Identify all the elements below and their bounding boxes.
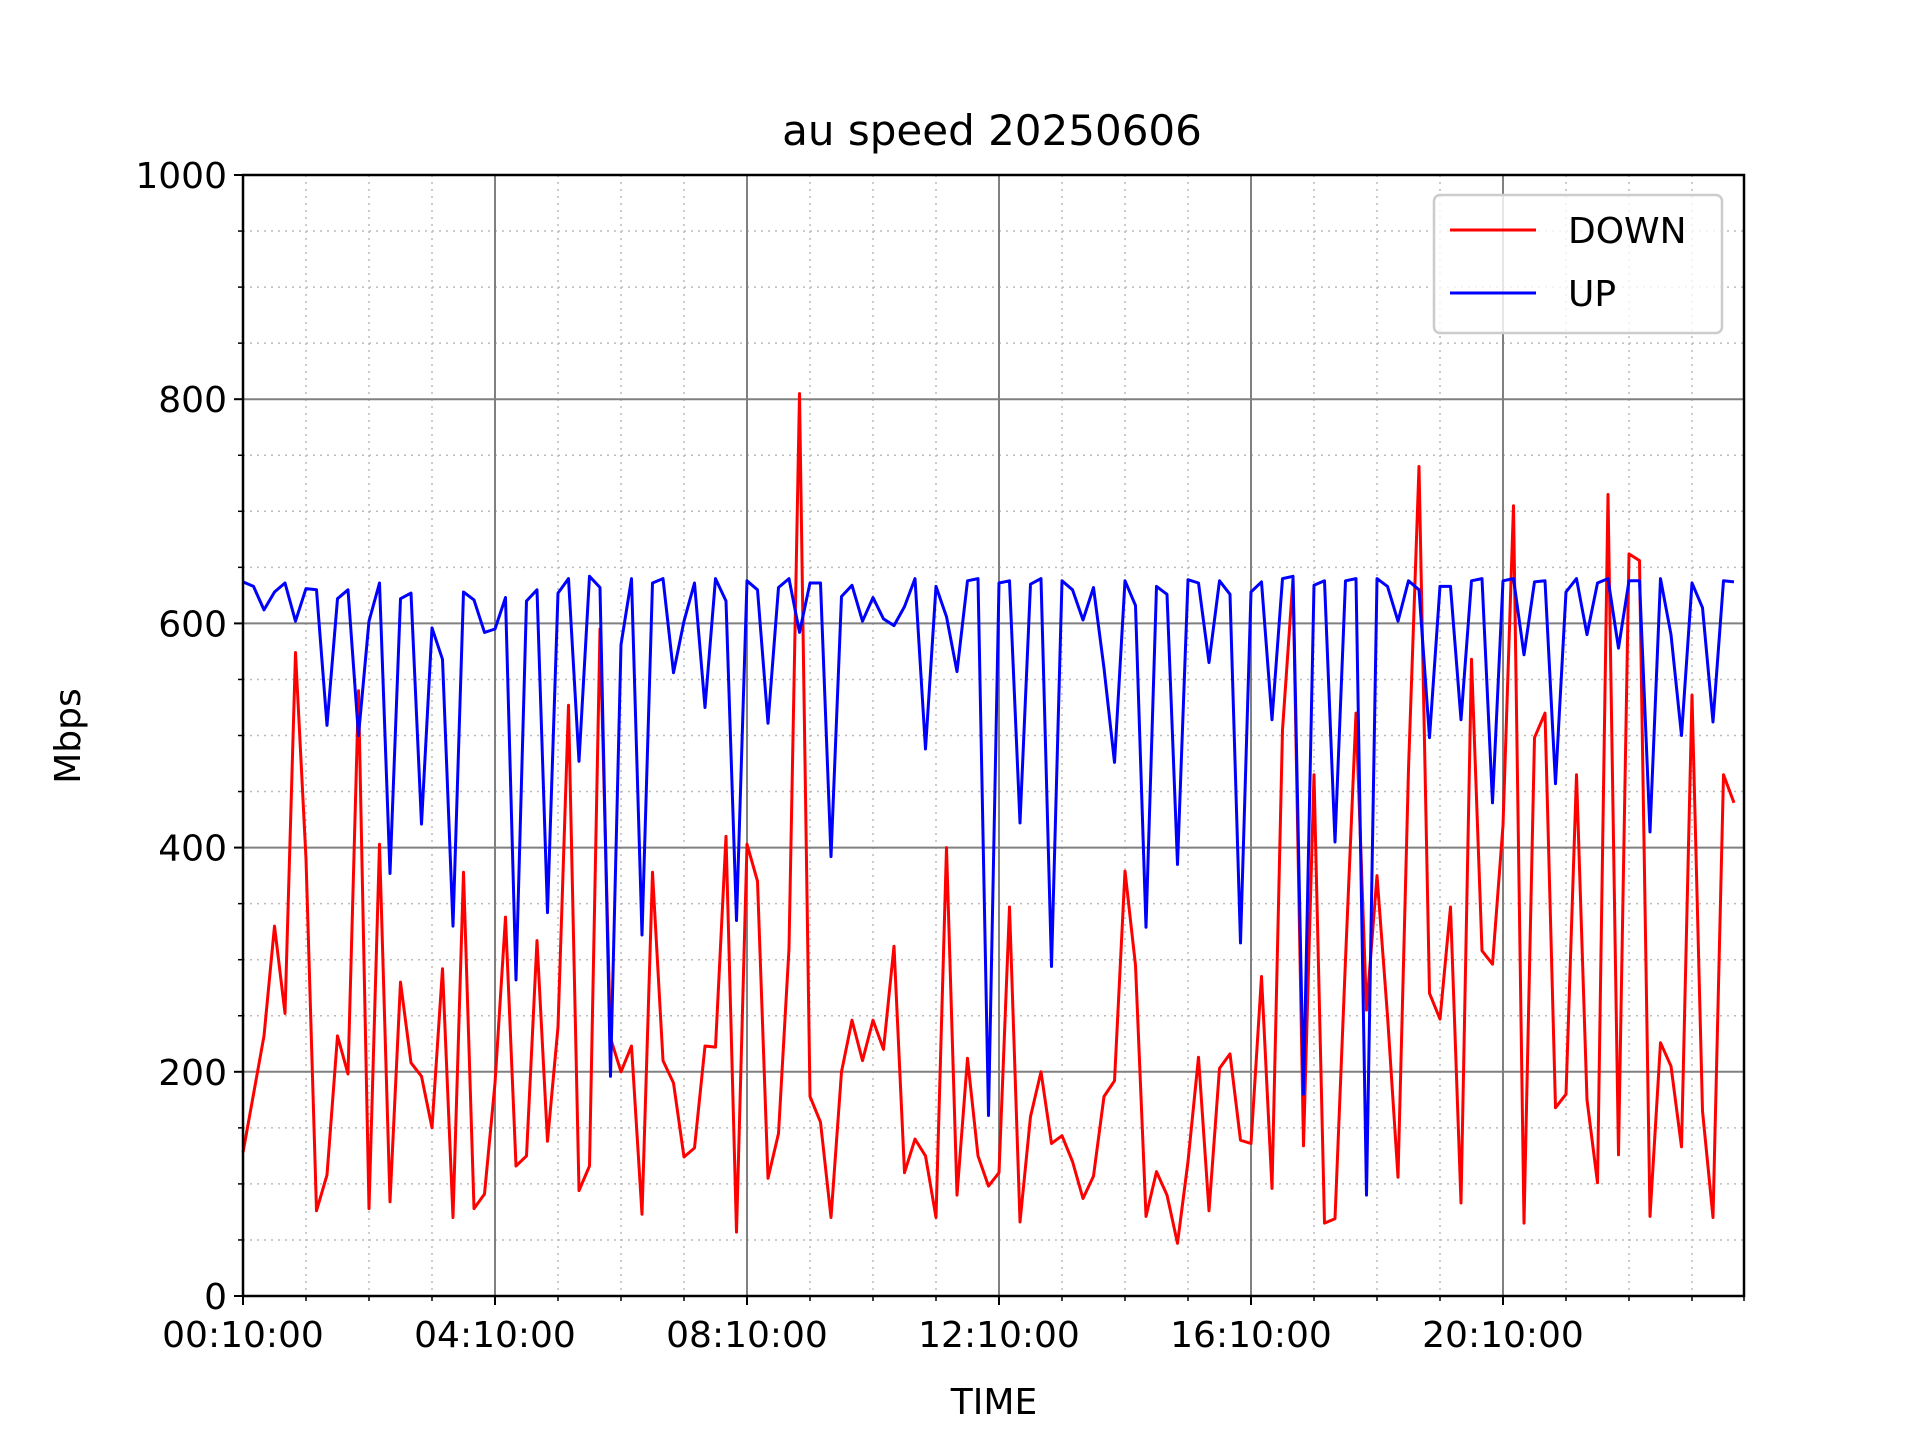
plot-lines [241, 392, 1736, 1245]
y-tick-label: 800 [158, 380, 227, 421]
x-tick-label: 16:10:00 [1170, 1315, 1332, 1356]
x-axis-label: TIME [950, 1382, 1037, 1423]
y-axis-label: Mbps [48, 688, 89, 784]
series-line-down [241, 392, 1736, 1245]
x-axis: 00:10:00 04:10:00 08:10:00 12:10:00 16:10:00… [162, 1296, 1745, 1356]
x-tick-label: 20:10:00 [1422, 1315, 1584, 1356]
y-tick-label: 1000 [135, 156, 227, 197]
x-tick-label: 08:10:00 [666, 1315, 828, 1356]
y-tick-label: 0 [204, 1277, 227, 1318]
series-line-up [242, 574, 1735, 1197]
y-tick-label: 600 [158, 604, 227, 645]
x-tick-label: 12:10:00 [918, 1315, 1080, 1356]
legend: DOWN UP [1432, 193, 1724, 335]
legend-label-up: UP [1568, 274, 1616, 315]
y-tick-label: 400 [158, 829, 227, 870]
y-axis: 0 200 400 600 800 1000 [135, 156, 243, 1318]
x-tick-label: 04:10:00 [414, 1315, 576, 1356]
x-tick-label: 00:10:00 [162, 1315, 324, 1356]
legend-label-down: DOWN [1568, 211, 1687, 252]
chart-title: au speed 20250606 [782, 106, 1202, 155]
y-tick-label: 200 [158, 1053, 227, 1094]
minor-grid [243, 175, 1744, 1296]
